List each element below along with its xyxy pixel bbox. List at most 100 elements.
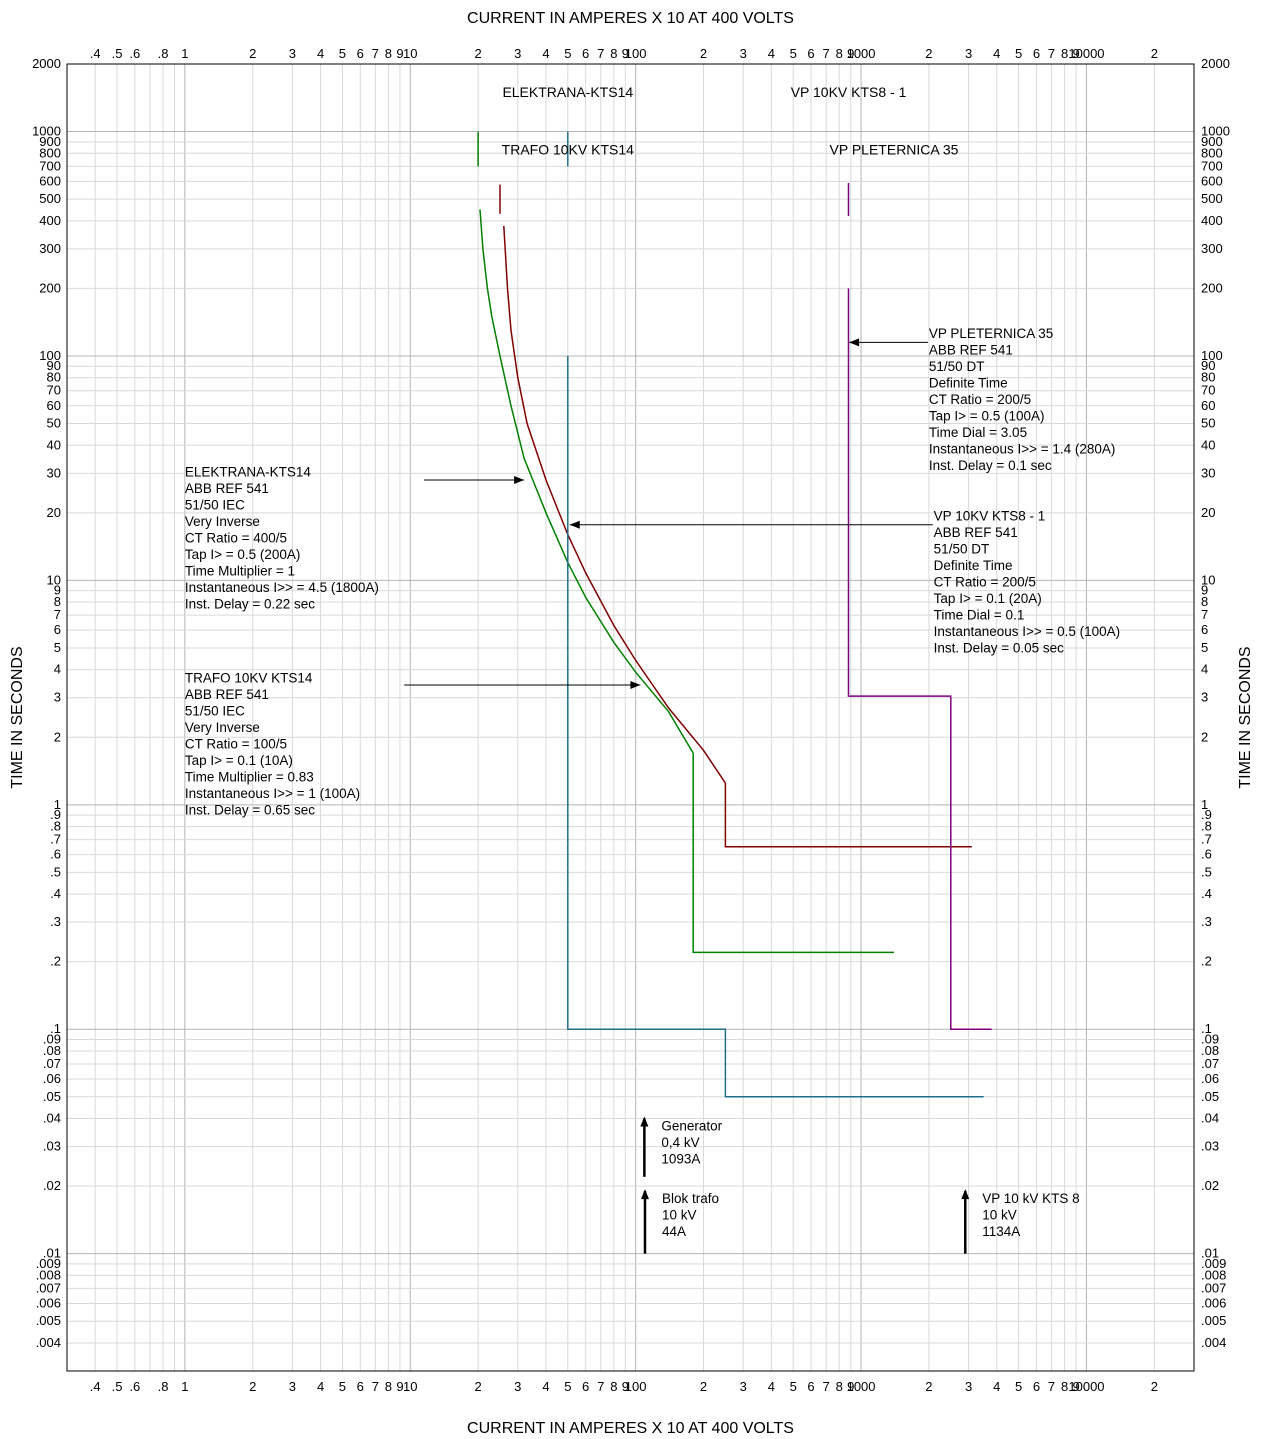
y-tick-label-right: .1 [1201,1021,1212,1036]
annotation-line: CT Ratio = 400/5 [185,531,287,546]
marker-label: 10 kV [662,1208,697,1223]
x-tick-label-top: 2 [1151,46,1158,61]
x-tick-label-top: 9 [1073,46,1080,61]
y-tick-label-left: .6 [50,847,61,862]
marker-arrowhead [640,1189,649,1200]
x-tick-label-top: 3 [514,46,521,61]
y-tick-label-left: .009 [36,1256,61,1271]
x-tick-label-top: 4 [993,46,1000,61]
x-tick-label-bottom: 2 [249,1379,256,1394]
x-tick-label-bottom: 5 [564,1379,571,1394]
y-tick-label-left: 700 [39,158,61,173]
x-tick-label-top: 4 [768,46,775,61]
y-axis-label-left: TIME IN SECONDS [9,646,26,788]
y-tick-label-left: 20 [47,505,61,520]
y-tick-label-right: 300 [1201,241,1223,256]
y-tick-label-left: .005 [36,1313,61,1328]
x-tick-label-bottom: 2 [474,1379,481,1394]
y-tick-label-right: .6 [1201,847,1212,862]
x-tick-label-top: 2 [474,46,481,61]
x-tick-label-top: 2 [925,46,932,61]
x-tick-label-bottom: 7 [597,1379,604,1394]
y-tick-label-left: 7 [54,607,61,622]
annotation-line: Instantaneous I>> = 4.5 (1800A) [185,580,379,595]
y-tick-label-right: 50 [1201,416,1215,431]
y-tick-label-right: 5 [1201,640,1208,655]
y-tick-label-left: 30 [47,465,61,480]
x-tick-label-top: 10000 [1068,46,1104,61]
x-tick-label-top: 3 [740,46,747,61]
y-tick-label-right: 2000 [1201,56,1230,71]
annotation-arrowhead [569,520,580,529]
y-tick-label-left: .008 [36,1267,61,1282]
x-tick-label-bottom: .4 [90,1379,101,1394]
y-tick-label-left: 80 [47,370,61,385]
series-label-vp10kv: VP 10KV KTS8 - 1 [791,84,907,100]
curve-trafo [503,225,727,784]
y-tick-label-right: .01 [1201,1246,1219,1261]
y-tick-label-right: 6 [1201,622,1208,637]
annotation-line: TRAFO 10KV KTS14 [185,671,313,686]
x-tick-label-bottom: 8 [836,1379,843,1394]
annotation-line: ABB REF 541 [934,525,1018,540]
annotation-line: Very Inverse [185,720,260,735]
x-tick-label-top: 4 [317,46,324,61]
y-tick-label-left: .08 [43,1043,61,1058]
x-tick-label-bottom: .8 [158,1379,169,1394]
y-tick-label-right: 900 [1201,134,1223,149]
x-tick-label-bottom: 6 [357,1379,364,1394]
x-tick-label-bottom: .6 [129,1379,140,1394]
curve-vp10kv [567,356,984,1098]
annotation-line: Inst. Delay = 0.05 sec [934,640,1064,655]
annotation-line: Tap I> = 0.5 (100A) [929,409,1045,424]
y-tick-label-right: .7 [1201,832,1212,847]
x-tick-label-top: 9 [396,46,403,61]
annotation-line: Inst. Delay = 0.65 sec [185,803,315,818]
series-labels: ELEKTRANA-KTS14 VP 10KV KTS8 - 1 TRAFO 10K… [502,84,959,158]
annotation-arrowhead [849,338,860,347]
y-tick-label-left: 90 [47,358,61,373]
y-axis-label-right: TIME IN SECONDS [1237,646,1254,788]
y-tick-label-left: 800 [39,145,61,160]
tick-labels: .4.4.5.5.6.6.8.8112233445566778899101022… [32,46,1230,1394]
y-tick-label-right: 1000 [1201,124,1230,139]
annotation-arrowhead [630,680,641,689]
x-tick-label-top: 7 [597,46,604,61]
y-tick-label-right: .2 [1201,954,1212,969]
x-tick-label-bottom: 7 [1048,1379,1055,1394]
y-tick-label-right: 60 [1201,398,1215,413]
x-tick-label-top: 2 [700,46,707,61]
y-tick-label-left: 600 [39,173,61,188]
y-tick-label-right: .005 [1201,1313,1226,1328]
x-tick-label-top: 7 [372,46,379,61]
x-tick-label-top: 1 [181,46,188,61]
annotation-line: 51/50 DT [929,359,985,374]
y-tick-label-left: .5 [50,864,61,879]
x-tick-label-bottom: .5 [112,1379,123,1394]
x-tick-label-top: 8 [1061,46,1068,61]
y-tick-label-left: .03 [43,1139,61,1154]
y-tick-label-left: .006 [36,1295,61,1310]
annotation-line: Time Multiplier = 0.83 [185,770,314,785]
y-tick-label-left: 10 [47,572,61,587]
annotation-line: ABB REF 541 [185,687,269,702]
y-tick-label-left: 3 [54,690,61,705]
y-tick-label-left: 4 [54,662,61,677]
marker-label: 44A [662,1224,686,1239]
annotation-line: Time Multiplier = 1 [185,564,295,579]
y-tick-label-right: 30 [1201,465,1215,480]
x-tick-label-top: 5 [790,46,797,61]
annotation-line: VP 10KV KTS8 - 1 [934,508,1046,523]
x-tick-label-top: 3 [965,46,972,61]
marker-label: VP 10 kV KTS 8 [982,1191,1079,1206]
annotation-line: CT Ratio = 100/5 [185,737,287,752]
y-tick-label-left: 100 [39,348,61,363]
y-tick-label-right: 700 [1201,158,1223,173]
x-tick-label-top: 8 [610,46,617,61]
annotation-line: Instantaneous I>> = 1.4 (280A) [929,442,1116,457]
annotation-line: Time Dial = 0.1 [934,607,1025,622]
y-tick-label-left: 50 [47,416,61,431]
